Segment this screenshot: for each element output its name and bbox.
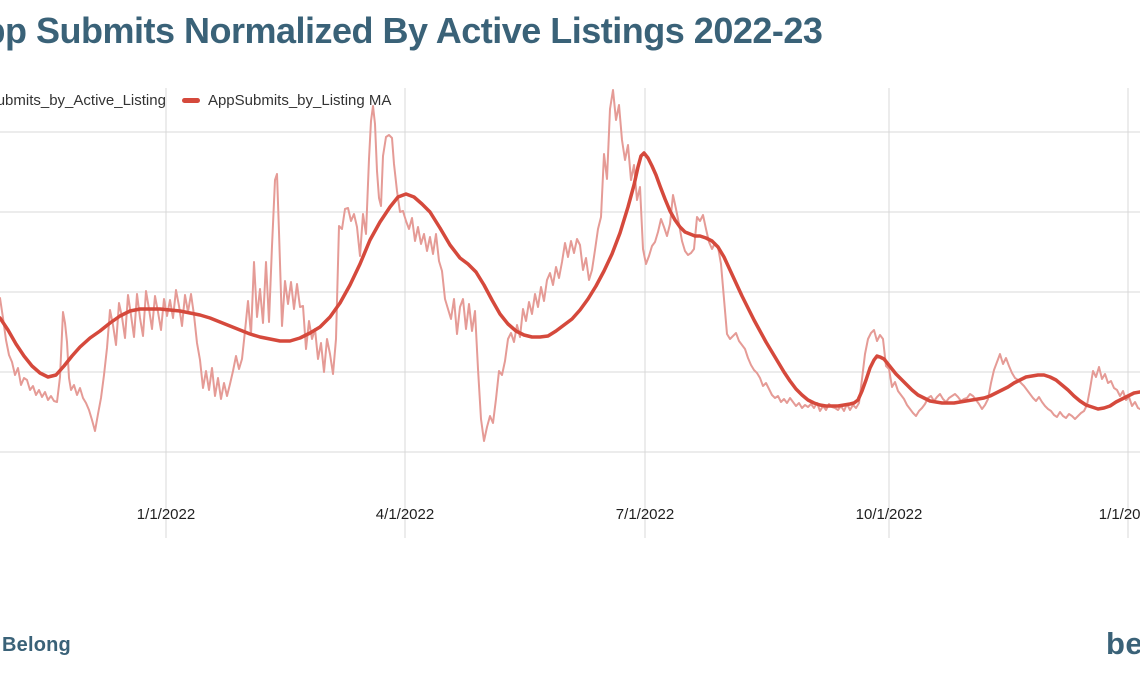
legend-item-ma-series: AppSubmits_by_Listing MA bbox=[181, 92, 392, 109]
legend-item-raw-series: AppSubmits_by_Active_Listing bbox=[0, 92, 166, 109]
legend-label-raw-series: AppSubmits_by_Active_Listing bbox=[0, 92, 166, 109]
raw-series-line bbox=[0, 89, 1140, 442]
chart-title: App Submits Normalized By Active Listing… bbox=[0, 10, 823, 51]
ma-series-swatch-icon bbox=[181, 98, 200, 103]
series-lines bbox=[0, 89, 1140, 442]
ma-series-line bbox=[0, 151, 1140, 411]
legend: AppSubmits_by_Active_Listing AppSubmits_… bbox=[0, 92, 391, 109]
gridlines bbox=[0, 88, 1140, 538]
legend-label-ma-series: AppSubmits_by_Listing MA bbox=[207, 92, 392, 109]
brand-text: Belong bbox=[2, 634, 71, 656]
brand-logo: belong bbox=[1106, 626, 1140, 661]
